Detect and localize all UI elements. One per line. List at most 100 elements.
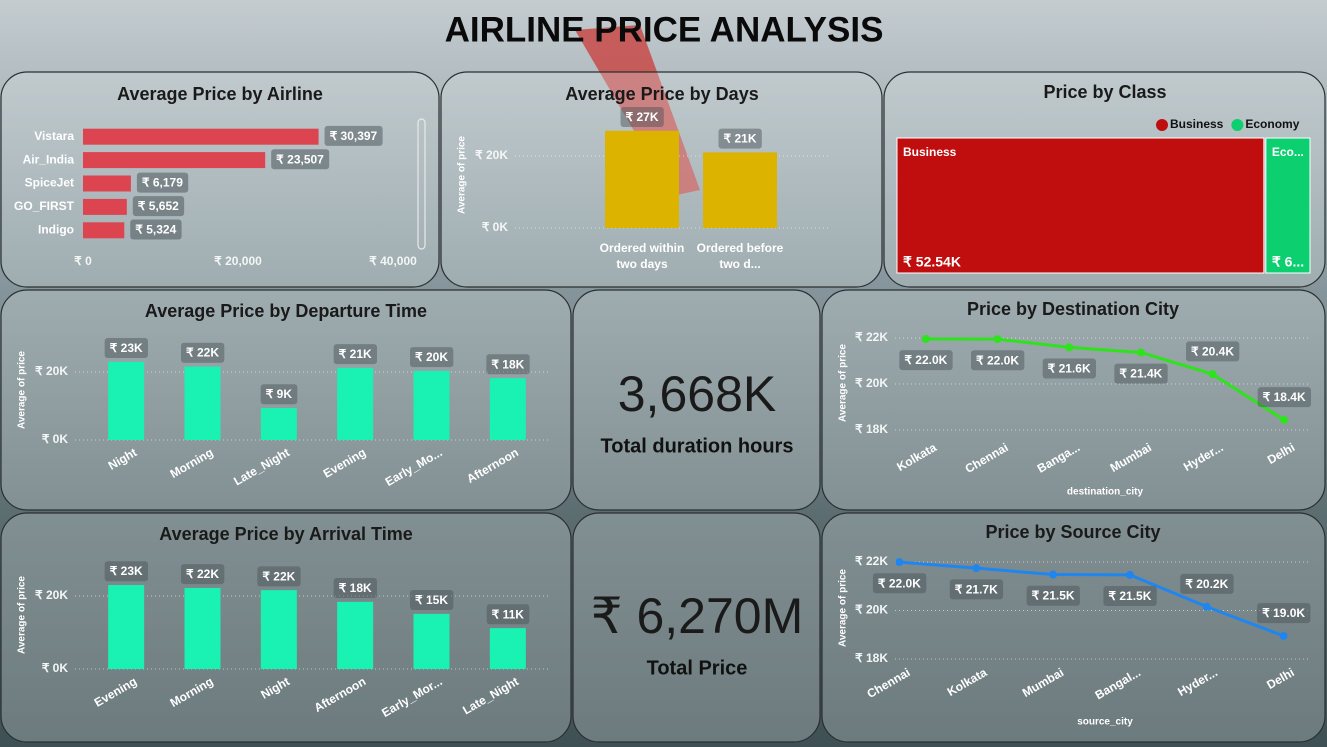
label-box	[136, 172, 189, 193]
data-label: ₹ 22K	[262, 569, 295, 583]
panel	[821, 512, 1326, 743]
bar	[337, 601, 374, 669]
tile-label: Eco...	[1272, 145, 1304, 159]
point	[993, 335, 1002, 344]
label-box	[1257, 387, 1311, 408]
label-box	[181, 342, 225, 363]
legend-swatch	[1231, 119, 1244, 131]
label-box	[486, 604, 530, 625]
chart-title: Average Price by Departure Time	[145, 301, 427, 321]
label-box	[271, 149, 330, 170]
bar	[108, 585, 145, 669]
x-axis-label: source_city	[1077, 717, 1133, 728]
bar	[337, 367, 374, 440]
label-box	[410, 590, 454, 611]
bar	[83, 128, 319, 145]
line	[925, 337, 1285, 422]
y-tick-label: Vistara	[34, 129, 74, 143]
point	[1202, 602, 1211, 611]
bar	[184, 587, 221, 669]
chart-title: Price by Source City	[985, 522, 1160, 542]
y-axis-label: Average of price	[838, 344, 849, 422]
x-tick-label: ₹ 0	[74, 254, 92, 268]
bar	[703, 152, 777, 228]
label-box	[1026, 585, 1080, 606]
bar	[413, 370, 450, 440]
point	[1065, 343, 1074, 352]
point	[972, 564, 981, 573]
data-label: ₹ 21.5K	[1108, 589, 1151, 603]
data-label: ₹ 21K	[339, 347, 372, 361]
bar	[83, 222, 125, 239]
data-label: ₹ 22.0K	[904, 353, 947, 367]
x-tick-label: Ordered before two d...	[696, 241, 784, 271]
y-tick-label: ₹ 20K	[35, 588, 68, 602]
label-box	[1103, 586, 1157, 607]
legend-label: Economy	[1245, 117, 1299, 131]
data-label: ₹ 23K	[110, 341, 143, 355]
label-box	[181, 564, 225, 585]
tile	[1265, 137, 1311, 274]
y-axis-label: Average of price	[17, 576, 28, 654]
tile	[896, 137, 1265, 274]
label-box	[104, 561, 148, 582]
y-tick-label: ₹ 20K	[855, 376, 888, 390]
point	[1049, 570, 1058, 579]
data-label: ₹ 23,507	[276, 152, 324, 166]
data-label: ₹ 5,652	[138, 199, 179, 213]
data-label: ₹ 22.0K	[878, 576, 921, 590]
data-label: ₹ 22.0K	[976, 353, 1019, 367]
data-label: ₹ 21.6K	[1048, 362, 1091, 376]
legend-swatch	[1156, 119, 1168, 131]
data-label: ₹ 18K	[339, 581, 372, 595]
data-label: ₹ 15K	[415, 593, 448, 607]
data-label: ₹ 18.4K	[1263, 390, 1306, 404]
y-tick-label: GO_FIRST	[14, 199, 75, 213]
label-box	[899, 350, 953, 371]
data-label: ₹ 19.0K	[1262, 606, 1305, 620]
label-box	[1042, 358, 1096, 379]
chart-title: Average Price by Arrival Time	[159, 524, 412, 544]
label-box	[130, 219, 182, 240]
legend-label: Business	[1170, 117, 1224, 131]
label-box	[1257, 603, 1311, 624]
y-tick-label: Indigo	[38, 222, 74, 236]
y-axis-label: Average of price	[838, 569, 849, 647]
point	[1280, 415, 1289, 424]
data-label: ₹ 6,179	[142, 176, 183, 190]
data-label: ₹ 30,397	[330, 129, 378, 143]
label-box	[1186, 341, 1240, 362]
point	[1136, 348, 1145, 357]
y-tick-label: ₹ 20K	[475, 148, 508, 162]
label-box	[333, 344, 377, 365]
data-label: ₹ 9K	[266, 387, 293, 401]
data-label: ₹ 6...	[1272, 254, 1304, 270]
y-tick-label: ₹ 0K	[42, 432, 69, 446]
bar	[489, 628, 526, 669]
y-axis-label: Average of price	[457, 136, 468, 214]
label-box	[486, 354, 530, 375]
data-label: ₹ 22K	[186, 346, 219, 360]
label-box	[410, 347, 454, 368]
data-label: ₹ 21K	[724, 132, 757, 146]
bar	[83, 175, 131, 192]
y-tick-label: ₹ 22K	[855, 554, 888, 568]
label-box	[872, 573, 927, 594]
bar	[108, 361, 145, 440]
panel	[821, 289, 1326, 511]
y-tick-label: Air_India	[23, 152, 75, 166]
data-label: ₹ 5,324	[135, 222, 176, 236]
label-box	[260, 384, 298, 405]
label-box	[1180, 573, 1234, 594]
data-label: ₹ 22K	[186, 567, 219, 581]
label-box	[257, 566, 301, 587]
panel	[572, 512, 821, 743]
label-box	[949, 579, 1004, 600]
x-axis-label: destination_city	[1067, 487, 1144, 498]
y-tick-label: ₹ 20K	[855, 603, 888, 617]
bar	[489, 378, 526, 440]
data-label: ₹ 52.54K	[903, 254, 961, 270]
label-box	[104, 337, 148, 358]
